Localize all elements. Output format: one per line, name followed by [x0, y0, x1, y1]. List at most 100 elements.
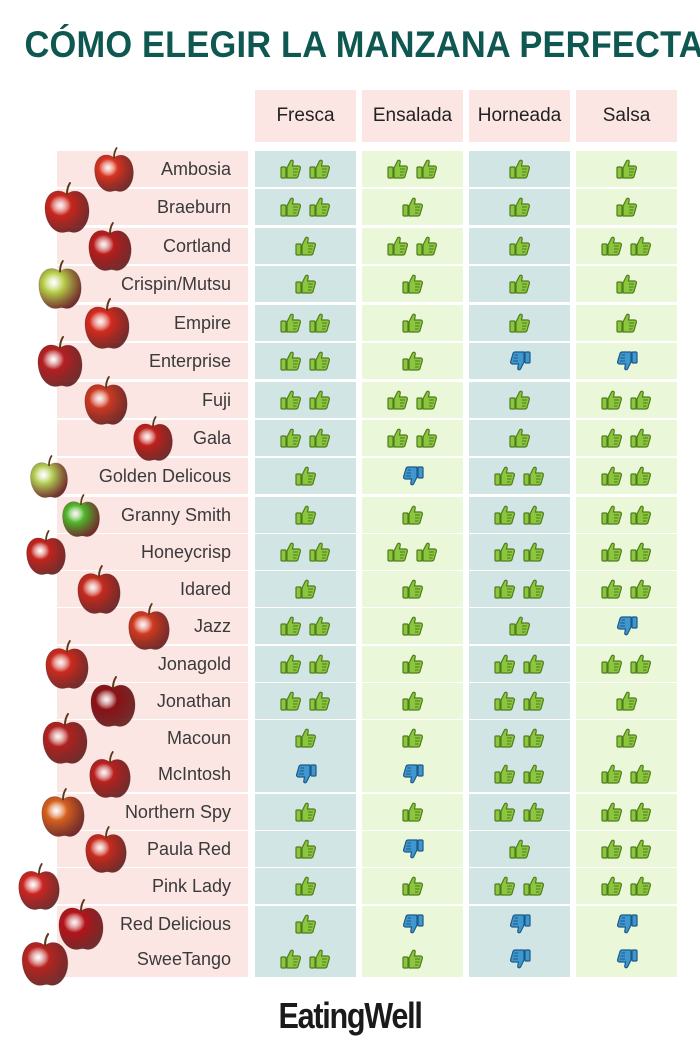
rating-cell-fresca: [255, 941, 356, 977]
thumbs-up-icon: [615, 311, 639, 335]
thumbs-up-icon: [629, 577, 653, 601]
rating-cell-horneada: [469, 831, 570, 867]
column-header-ensalada: Ensalada: [362, 90, 463, 142]
thumbs-up-icon: [508, 837, 532, 861]
row-label-background: [57, 720, 248, 756]
apple-name-label: Jazz: [193, 615, 231, 636]
thumbs-up-icon: [401, 689, 425, 713]
apple-name-label: Northern Spy: [124, 801, 231, 822]
thumbs-up-icon: [508, 157, 532, 181]
thumbs-up-icon: [401, 503, 425, 527]
thumbs-up-icon: [493, 464, 517, 488]
rating-cell-ensalada: [362, 534, 463, 570]
rating-cell-fresca: [255, 266, 356, 302]
rating-cell-ensalada: [362, 646, 463, 682]
thumbs-up-icon: [629, 800, 653, 824]
rating-cell-horneada: [469, 571, 570, 607]
thumbs-up-icon: [294, 912, 318, 936]
thumbs-up-icon: [415, 234, 439, 258]
thumbs-up-icon: [308, 689, 332, 713]
apple-image: [56, 897, 106, 958]
rating-cell-ensalada: [362, 941, 463, 977]
rating-cell-salsa: [576, 571, 677, 607]
apple-name-label: Golden Delicous: [98, 465, 231, 486]
thumbs-up-icon: [493, 689, 517, 713]
rating-cell-salsa: [576, 497, 677, 533]
thumbs-up-icon: [615, 157, 639, 181]
row-label-background: [57, 683, 248, 719]
thumbs-up-icon: [600, 388, 624, 412]
apple-name-label: Crispin/Mutsu: [120, 273, 231, 294]
thumbs-up-icon: [294, 272, 318, 296]
thumbs-up-icon: [508, 272, 532, 296]
rating-cell-horneada: [469, 305, 570, 341]
thumbs-up-icon: [522, 464, 546, 488]
thumbs-up-icon: [401, 800, 425, 824]
thumbs-up-icon: [629, 762, 653, 786]
rating-cell-ensalada: [362, 382, 463, 418]
rating-cell-salsa: [576, 305, 677, 341]
rating-cell-horneada: [469, 228, 570, 264]
thumbs-down-icon: [294, 762, 318, 786]
thumbs-up-icon: [401, 195, 425, 219]
thumbs-up-icon: [600, 800, 624, 824]
thumbs-up-icon: [493, 540, 517, 564]
thumbs-up-icon: [493, 762, 517, 786]
rating-cell-horneada: [469, 420, 570, 456]
thumbs-down-icon: [508, 349, 532, 373]
thumbs-up-icon: [279, 426, 303, 450]
rating-cell-fresca: [255, 151, 356, 187]
rating-cell-fresca: [255, 382, 356, 418]
rating-cell-horneada: [469, 720, 570, 756]
apple-name-label: Cortland: [162, 235, 231, 256]
rating-cell-fresca: [255, 683, 356, 719]
rating-cell-ensalada: [362, 608, 463, 644]
rating-table: Ambosia Braeburn Cortland Crispin/Mutsu Empi…: [57, 151, 677, 977]
rating-cell-fresca: [255, 646, 356, 682]
rating-cell-fresca: [255, 906, 356, 942]
thumbs-up-icon: [615, 195, 639, 219]
apple-name-label: Jonathan: [156, 690, 231, 711]
rating-cell-ensalada: [362, 756, 463, 792]
row-label-background: [57, 343, 248, 379]
thumbs-up-icon: [522, 874, 546, 898]
thumbs-up-icon: [386, 234, 410, 258]
rating-cell-salsa: [576, 906, 677, 942]
apple-name-label: Jonagold: [157, 653, 231, 674]
rating-cell-horneada: [469, 608, 570, 644]
apple-image: [131, 414, 175, 469]
thumbs-up-icon: [493, 652, 517, 676]
thumbs-up-icon: [294, 726, 318, 750]
thumbs-up-icon: [294, 577, 318, 601]
apple-name-label: McIntosh: [157, 763, 231, 784]
thumbs-up-icon: [615, 726, 639, 750]
apple-image: [16, 861, 62, 918]
rating-cell-horneada: [469, 646, 570, 682]
rating-cell-ensalada: [362, 458, 463, 494]
apple-image: [86, 220, 134, 279]
thumbs-up-icon: [294, 464, 318, 488]
thumbs-up-icon: [600, 234, 624, 258]
rating-cell-fresca: [255, 534, 356, 570]
apple-image: [82, 374, 130, 433]
rating-cell-ensalada: [362, 151, 463, 187]
rating-cell-salsa: [576, 189, 677, 225]
rating-cell-horneada: [469, 941, 570, 977]
rating-cell-fresca: [255, 228, 356, 264]
rating-cell-ensalada: [362, 305, 463, 341]
thumbs-up-icon: [386, 388, 410, 412]
thumbs-up-icon: [415, 388, 439, 412]
thumbs-up-icon: [308, 947, 332, 971]
apple-name-label: Honeycrisp: [140, 541, 231, 562]
thumbs-up-icon: [401, 947, 425, 971]
thumbs-up-icon: [415, 157, 439, 181]
apple-name-label: Red Delicious: [119, 913, 231, 934]
rating-cell-ensalada: [362, 794, 463, 830]
apple-image: [19, 931, 71, 994]
thumbs-up-icon: [629, 388, 653, 412]
thumbs-down-icon: [401, 762, 425, 786]
thumbs-up-icon: [308, 614, 332, 638]
thumbs-up-icon: [279, 614, 303, 638]
thumbs-up-icon: [600, 426, 624, 450]
thumbs-down-icon: [401, 912, 425, 936]
